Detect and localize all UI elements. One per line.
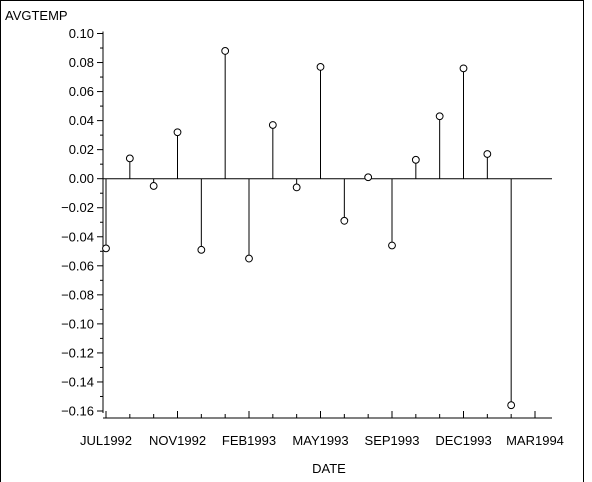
plot-area: 0.10 0.08 0.06 0.04 0.02 0.00 −0.02 −0.04 −0.06 −…	[61, 26, 564, 448]
y-tick-label: −0.12	[61, 345, 94, 360]
data-point-marker	[340, 216, 349, 225]
data-point-marker	[364, 173, 373, 182]
y-tick-label: 0.10	[69, 26, 94, 41]
data-point-marker	[459, 64, 468, 73]
data-point-marker	[435, 112, 444, 121]
x-axis-title: DATE	[312, 461, 346, 476]
y-tick-label: −0.14	[61, 374, 94, 389]
y-axis-title: AVGTEMP	[5, 8, 68, 23]
y-tick-label: 0.02	[69, 142, 94, 157]
y-tick-label: 0.04	[69, 113, 94, 128]
x-tick-label: NOV1992	[149, 433, 206, 448]
data-point-marker	[173, 128, 182, 137]
x-tick-label: DEC1993	[435, 433, 491, 448]
data-point-marker	[292, 183, 301, 192]
y-tick-label: −0.06	[61, 258, 94, 273]
y-tick-label: −0.02	[61, 200, 94, 215]
y-tick-label: −0.04	[61, 229, 94, 244]
data-point-marker	[268, 121, 277, 129]
data-point-marker	[483, 150, 492, 158]
data-point-marker	[221, 47, 230, 55]
y-tick-label: −0.10	[61, 316, 94, 331]
data-point-marker	[102, 244, 110, 253]
data-point-marker	[149, 182, 158, 190]
y-tick-label: 0.08	[69, 55, 94, 70]
x-tick-label: MAR1994	[506, 433, 564, 448]
data-point-marker	[388, 241, 396, 250]
y-tick-label: −0.08	[61, 287, 94, 302]
data-point-marker	[411, 155, 420, 164]
x-tick-label: JUL1992	[80, 433, 132, 448]
data-point-marker	[197, 245, 206, 254]
data-point-marker	[125, 154, 134, 163]
y-tick-label: 0.00	[69, 171, 94, 186]
x-tick-label: SEP1993	[365, 433, 420, 448]
x-tick-label: FEB1993	[222, 433, 276, 448]
data-point-marker	[245, 254, 253, 263]
data-point-marker	[316, 62, 325, 71]
data-point-marker	[507, 401, 516, 410]
y-tick-label: 0.06	[69, 84, 94, 99]
x-tick-label: MAY1993	[292, 433, 348, 448]
y-tick-label: −0.16	[61, 404, 94, 419]
